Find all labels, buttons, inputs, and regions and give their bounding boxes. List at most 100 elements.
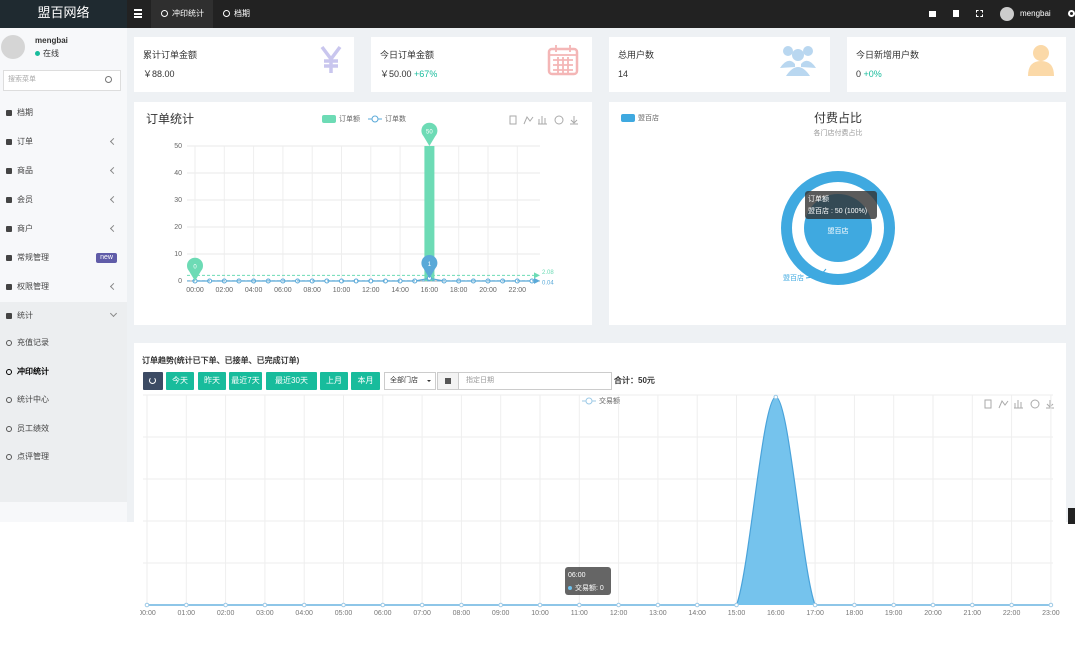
- menu-toggle[interactable]: [134, 9, 142, 18]
- search-placeholder: 搜索菜单: [8, 76, 36, 83]
- tab[interactable]: 冲印统计: [151, 0, 213, 28]
- tab[interactable]: 档期: [213, 0, 263, 28]
- line-point: [1048, 602, 1054, 608]
- line-point: [812, 602, 818, 608]
- menu-item[interactable]: 订单: [0, 131, 127, 153]
- line-point: [577, 602, 582, 608]
- stat-card: 今日订单金额 ￥50.00 +67%: [371, 37, 592, 92]
- tooltip-text: 盟百店 : 50 (100%): [808, 206, 867, 215]
- store-select[interactable]: 全部门店: [384, 372, 436, 390]
- x-tick-label: 02:00: [217, 610, 235, 617]
- card-icon: [320, 45, 342, 73]
- x-tick-label: 18:00: [846, 610, 864, 617]
- line-point: [852, 602, 857, 608]
- tab-icon: [161, 10, 168, 17]
- card-value-text: 0: [856, 69, 862, 79]
- menu-item[interactable]: 商户: [0, 218, 127, 240]
- menu-label: 统计: [17, 311, 33, 320]
- trend-chart: 00:00 01:00 02:00 03:00 04:00 05:00 06:00 07:00…: [138, 394, 1060, 617]
- menu-item[interactable]: 统计: [0, 305, 127, 327]
- line-point: [262, 602, 268, 608]
- menu-label: 商品: [17, 166, 33, 175]
- submenu-item[interactable]: 统计中心: [0, 389, 127, 411]
- legend-swatch: [322, 115, 336, 123]
- x-tick-label: 08:00: [453, 610, 471, 617]
- range-button[interactable]: 最近30天: [266, 372, 317, 390]
- range-button[interactable]: 今天: [166, 372, 194, 390]
- menu-item[interactable]: 权限管理: [0, 276, 127, 298]
- y-tick-label: 20: [174, 224, 182, 231]
- tab-label: 档期: [234, 9, 250, 18]
- card-value: ￥50.00 +67%: [380, 68, 437, 80]
- submenu-item[interactable]: 员工绩效: [0, 418, 127, 440]
- x-tick-label: 08:00: [303, 287, 321, 294]
- legend-swatch: [585, 397, 593, 405]
- avatar: [1, 35, 25, 59]
- fullscreen-icon[interactable]: [976, 10, 983, 17]
- card-value: 0 +0%: [856, 68, 882, 80]
- home-icon[interactable]: [929, 11, 936, 17]
- mark-pin: [421, 122, 438, 146]
- toolbox[interactable]: [984, 399, 1054, 409]
- legend-label: 订单数: [385, 114, 406, 123]
- submenu-label: 冲印统计: [17, 367, 49, 376]
- user-name[interactable]: mengbai: [1020, 9, 1051, 18]
- x-tick-label: 21:00: [964, 610, 982, 617]
- menu-item[interactable]: 会员: [0, 189, 127, 211]
- stat-card: 累计订单金额 ￥88.00: [134, 37, 354, 92]
- card-title: 总用户数: [618, 50, 655, 60]
- date-placeholder: 指定日期: [466, 377, 494, 384]
- card-icon: [780, 46, 816, 76]
- submenu-item[interactable]: 点评管理: [0, 446, 127, 468]
- range-button[interactable]: 本月: [351, 372, 380, 390]
- caret: [427, 380, 431, 384]
- mark-pin: [186, 257, 203, 281]
- y-tick-label: 30: [174, 197, 182, 204]
- line-point: [970, 602, 975, 608]
- menu-item[interactable]: 商品: [0, 160, 127, 182]
- x-tick-label: 18:00: [450, 287, 468, 294]
- tooltip-title: 06:00: [568, 572, 586, 579]
- tooltip: [805, 191, 877, 219]
- search-box[interactable]: 搜索菜单: [3, 70, 121, 91]
- x-tick-label: 04:00: [245, 287, 263, 294]
- user-avatar[interactable]: [1000, 7, 1014, 21]
- line-point: [734, 602, 739, 608]
- x-tick-label: 10:00: [333, 287, 351, 294]
- date-input[interactable]: 指定日期: [458, 372, 612, 390]
- x-tick-label: 06:00: [274, 287, 292, 294]
- x-tick-label: 02:00: [216, 287, 234, 294]
- y-tick-label: 50: [174, 143, 182, 150]
- card-value: ￥88.00: [143, 69, 175, 79]
- refresh-button[interactable]: [143, 372, 163, 390]
- x-tick-label: 10:00: [531, 610, 549, 617]
- toolbox[interactable]: [509, 115, 578, 125]
- menu-badge: new: [96, 253, 117, 263]
- top-bar: 盟百网络 冲印统计 档期 mengbai: [0, 0, 1075, 28]
- mark-pin-label: 1: [428, 262, 432, 268]
- menu-label: 常规管理: [17, 253, 49, 262]
- line-point: [223, 602, 228, 608]
- range-button[interactable]: 上月: [320, 372, 348, 390]
- line-point: [380, 602, 386, 608]
- submenu-item[interactable]: 冲印统计: [0, 361, 127, 383]
- settings-icon[interactable]: [1068, 10, 1075, 17]
- line-point: [1009, 602, 1014, 608]
- menu-label: 档期: [17, 108, 33, 117]
- x-tick-label: 23:00: [1042, 610, 1060, 617]
- card-title: 今日订单金额: [380, 50, 435, 60]
- x-tick-label: 12:00: [610, 610, 628, 617]
- menu-item[interactable]: 常规管理 new: [0, 247, 127, 269]
- x-tick-label: 00:00: [186, 287, 204, 294]
- clear-icon[interactable]: [953, 10, 959, 17]
- range-button[interactable]: 昨天: [198, 372, 226, 390]
- range-button[interactable]: 最近7天: [229, 372, 262, 390]
- menu-item[interactable]: 档期: [0, 102, 127, 124]
- submenu-bg: [0, 302, 127, 502]
- x-tick-label: 00:00: [138, 610, 156, 617]
- x-tick-label: 20:00: [479, 287, 497, 294]
- slice-outer-label: 盟百店: [783, 273, 804, 282]
- submenu-item[interactable]: 充值记录: [0, 332, 127, 354]
- side-tab[interactable]: [1068, 508, 1075, 524]
